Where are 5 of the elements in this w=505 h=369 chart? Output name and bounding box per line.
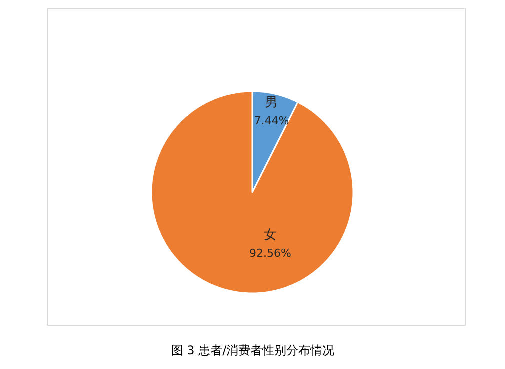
data-label: 7.44% [254,114,290,128]
data-label: 92.56% [250,247,292,260]
slice-label: 女 [264,228,277,243]
text: 图 3 患者/消费者性别分布情况 [171,344,335,358]
slice-label: 男 [265,95,278,110]
